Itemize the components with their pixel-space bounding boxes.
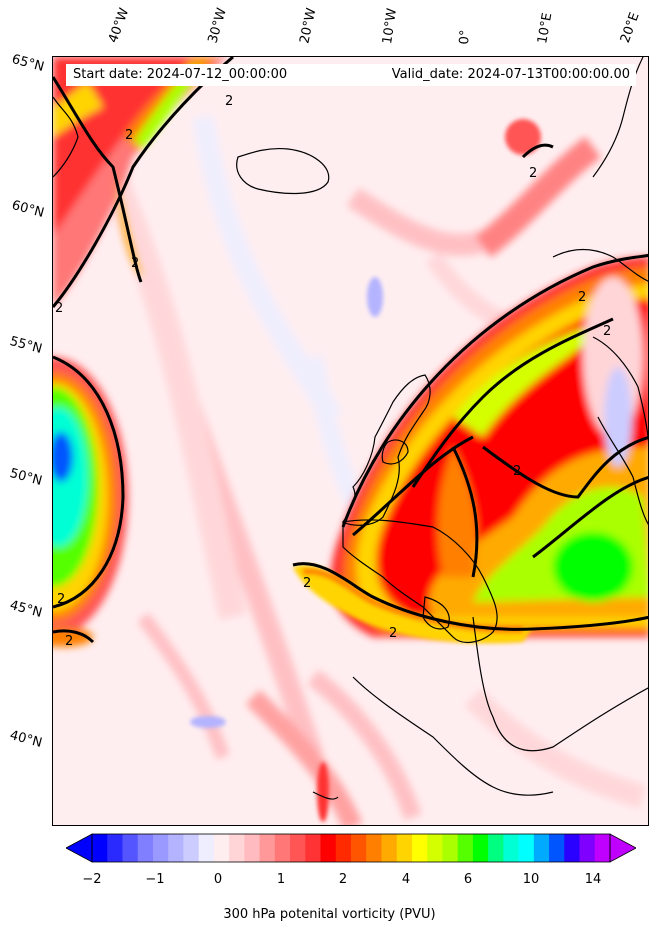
colorbar-swatch	[564, 834, 581, 862]
colorbar-swatch	[366, 834, 382, 862]
colorbar-swatch	[152, 834, 169, 862]
colorbar-swatch	[183, 834, 200, 862]
colorbar-frame	[91, 833, 611, 863]
lat-label-65n: 65°N	[10, 52, 46, 75]
colorbar-tick: 2	[338, 872, 348, 887]
colorbar-swatch	[503, 834, 520, 862]
colorbar-swatch	[137, 834, 154, 862]
colorbar-swatch	[533, 834, 550, 862]
contour-label: 2	[65, 634, 73, 649]
contour-label: 2	[57, 592, 65, 607]
contour-label: 2	[55, 301, 63, 316]
colorbar-swatch	[472, 834, 489, 862]
lon-label-10w: 10°W	[380, 7, 400, 45]
colorbar-tick: 10	[522, 872, 540, 887]
colorbar-title: 300 hPa potenital vorticity (PVU)	[223, 907, 436, 922]
colorbar-swatch	[457, 834, 474, 862]
colorbar-swatch	[488, 834, 504, 862]
colorbar-swatch	[274, 834, 291, 862]
lon-label-10e: 10°E	[535, 11, 556, 45]
colorbar-tick: 1	[276, 872, 286, 887]
colorbar-swatch	[122, 834, 139, 862]
colorbar-swatch	[442, 834, 459, 862]
colorbar-swatch	[396, 834, 413, 862]
colorbar-swatch	[411, 834, 428, 862]
colorbar-swatch	[92, 834, 108, 862]
pv-map: 2 2 2 2 2 2 2 2 2 2 2 2	[52, 56, 649, 826]
lat-label-55n: 55°N	[8, 334, 44, 357]
colorbar-swatch	[244, 834, 261, 862]
colorbar-tick: 14	[584, 872, 602, 887]
contour-label: 2	[131, 256, 139, 271]
contour-label: 2	[603, 324, 611, 339]
colorbar-swatch	[351, 834, 367, 862]
colorbar-swatch	[305, 834, 322, 862]
colorbar-swatch	[335, 834, 352, 862]
contour-label: 2	[578, 290, 586, 305]
start-date: Start date: 2024-07-12_00:00:00	[73, 67, 288, 82]
colorbar-swatch	[381, 834, 398, 862]
colorbar-swatch	[107, 834, 123, 862]
colorbar-tick: −1	[145, 872, 165, 887]
colorbar-swatch	[549, 834, 565, 862]
lat-label-40n: 40°N	[8, 728, 44, 751]
colorbar-swatch	[320, 834, 337, 862]
contour-label: 2	[513, 464, 521, 479]
lon-label-40w: 40°W	[105, 6, 133, 45]
colorbar-swatch	[579, 834, 596, 862]
lat-label-50n: 50°N	[8, 466, 44, 489]
colorbar	[66, 833, 636, 863]
colorbar-swatch	[198, 834, 215, 862]
lon-label-20e: 20°E	[617, 10, 643, 46]
colorbar-swatch	[594, 834, 611, 862]
colorbar-tick: −2	[82, 872, 102, 887]
valid-date: Valid_date: 2024-07-13T00:00:00.00	[391, 67, 630, 82]
colorbar-tick: 4	[401, 872, 411, 887]
colorbar-min-arrow	[66, 833, 93, 863]
colorbar-swatch	[427, 834, 443, 862]
lat-label-60n: 60°N	[10, 198, 46, 221]
colorbar-swatch	[213, 834, 230, 862]
contour-label: 2	[529, 166, 537, 181]
colorbar-max-arrow	[609, 833, 636, 863]
colorbar-tick: 6	[463, 872, 473, 887]
pv-field: 2 2 2 2 2 2 2 2 2 2 2 2	[53, 57, 648, 825]
colorbar-swatch	[290, 834, 306, 862]
contour-label: 2	[125, 128, 133, 143]
lon-label-30w: 30°W	[205, 6, 230, 46]
colorbar-swatch	[168, 834, 184, 862]
date-info-box: Start date: 2024-07-12_00:00:00 Valid_da…	[66, 64, 636, 86]
contour-label: 2	[389, 626, 397, 641]
lon-label-0: 0°	[457, 29, 474, 45]
colorbar-tick: 0	[213, 872, 223, 887]
lat-label-45n: 45°N	[8, 598, 44, 621]
colorbar-swatch	[229, 834, 245, 862]
colorbar-swatch	[518, 834, 535, 862]
colorbar-swatch	[259, 834, 276, 862]
contour-label: 2	[303, 576, 311, 591]
lon-label-20w: 20°W	[297, 6, 320, 45]
contour-label: 2	[225, 94, 233, 109]
